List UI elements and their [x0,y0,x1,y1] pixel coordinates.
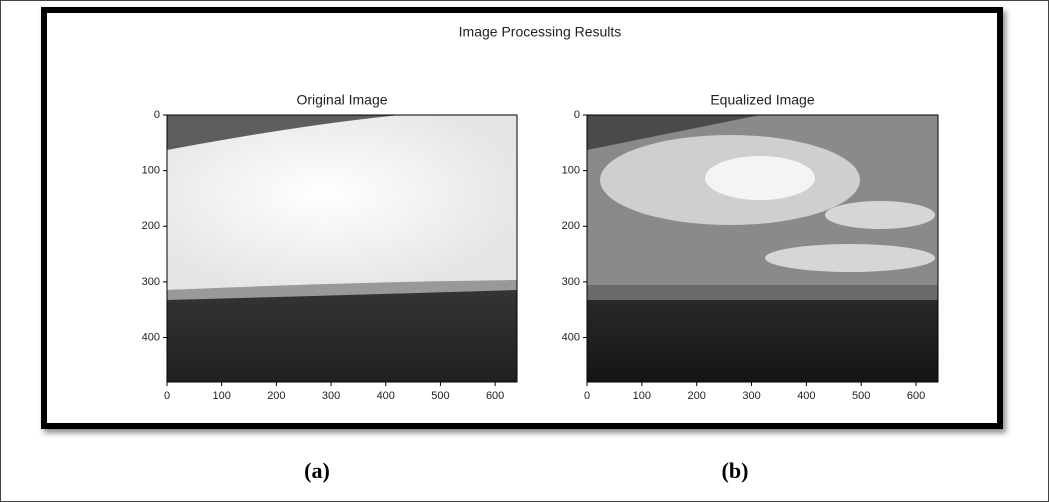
y-tick-label: 0 [154,109,160,121]
x-tick-label: 100 [633,390,651,402]
y-tick-label: 200 [562,220,580,232]
y-tick-label: 100 [562,165,580,177]
caption: (b) [722,458,749,483]
x-tick-label: 200 [688,390,706,402]
x-tick-label: 500 [431,390,449,402]
x-tick-label: 300 [742,390,760,402]
caption: (a) [304,458,330,483]
x-tick-label: 400 [377,390,395,402]
x-tick-label: 0 [164,390,170,402]
x-tick-label: 200 [267,390,285,402]
figure-title: Image Processing Results [459,24,622,40]
y-tick-label: 300 [562,276,580,288]
x-tick-label: 300 [322,390,340,402]
y-tick-label: 100 [142,165,160,177]
x-tick-label: 0 [584,390,590,402]
x-tick-label: 600 [907,390,925,402]
panel-title: Original Image [296,92,387,108]
equalized-image [587,115,938,382]
panel-title: Equalized Image [710,92,815,108]
x-tick-label: 600 [486,390,504,402]
x-tick-label: 100 [213,390,231,402]
y-tick-label: 0 [574,109,580,121]
axes-frame [586,114,939,383]
axes-frame [166,114,518,383]
original-image [167,115,517,382]
y-tick-label: 400 [142,331,160,343]
x-tick-label: 400 [797,390,815,402]
y-tick-label: 300 [142,276,160,288]
y-tick-label: 200 [142,220,160,232]
y-tick-label: 400 [562,331,580,343]
x-tick-label: 500 [852,390,870,402]
